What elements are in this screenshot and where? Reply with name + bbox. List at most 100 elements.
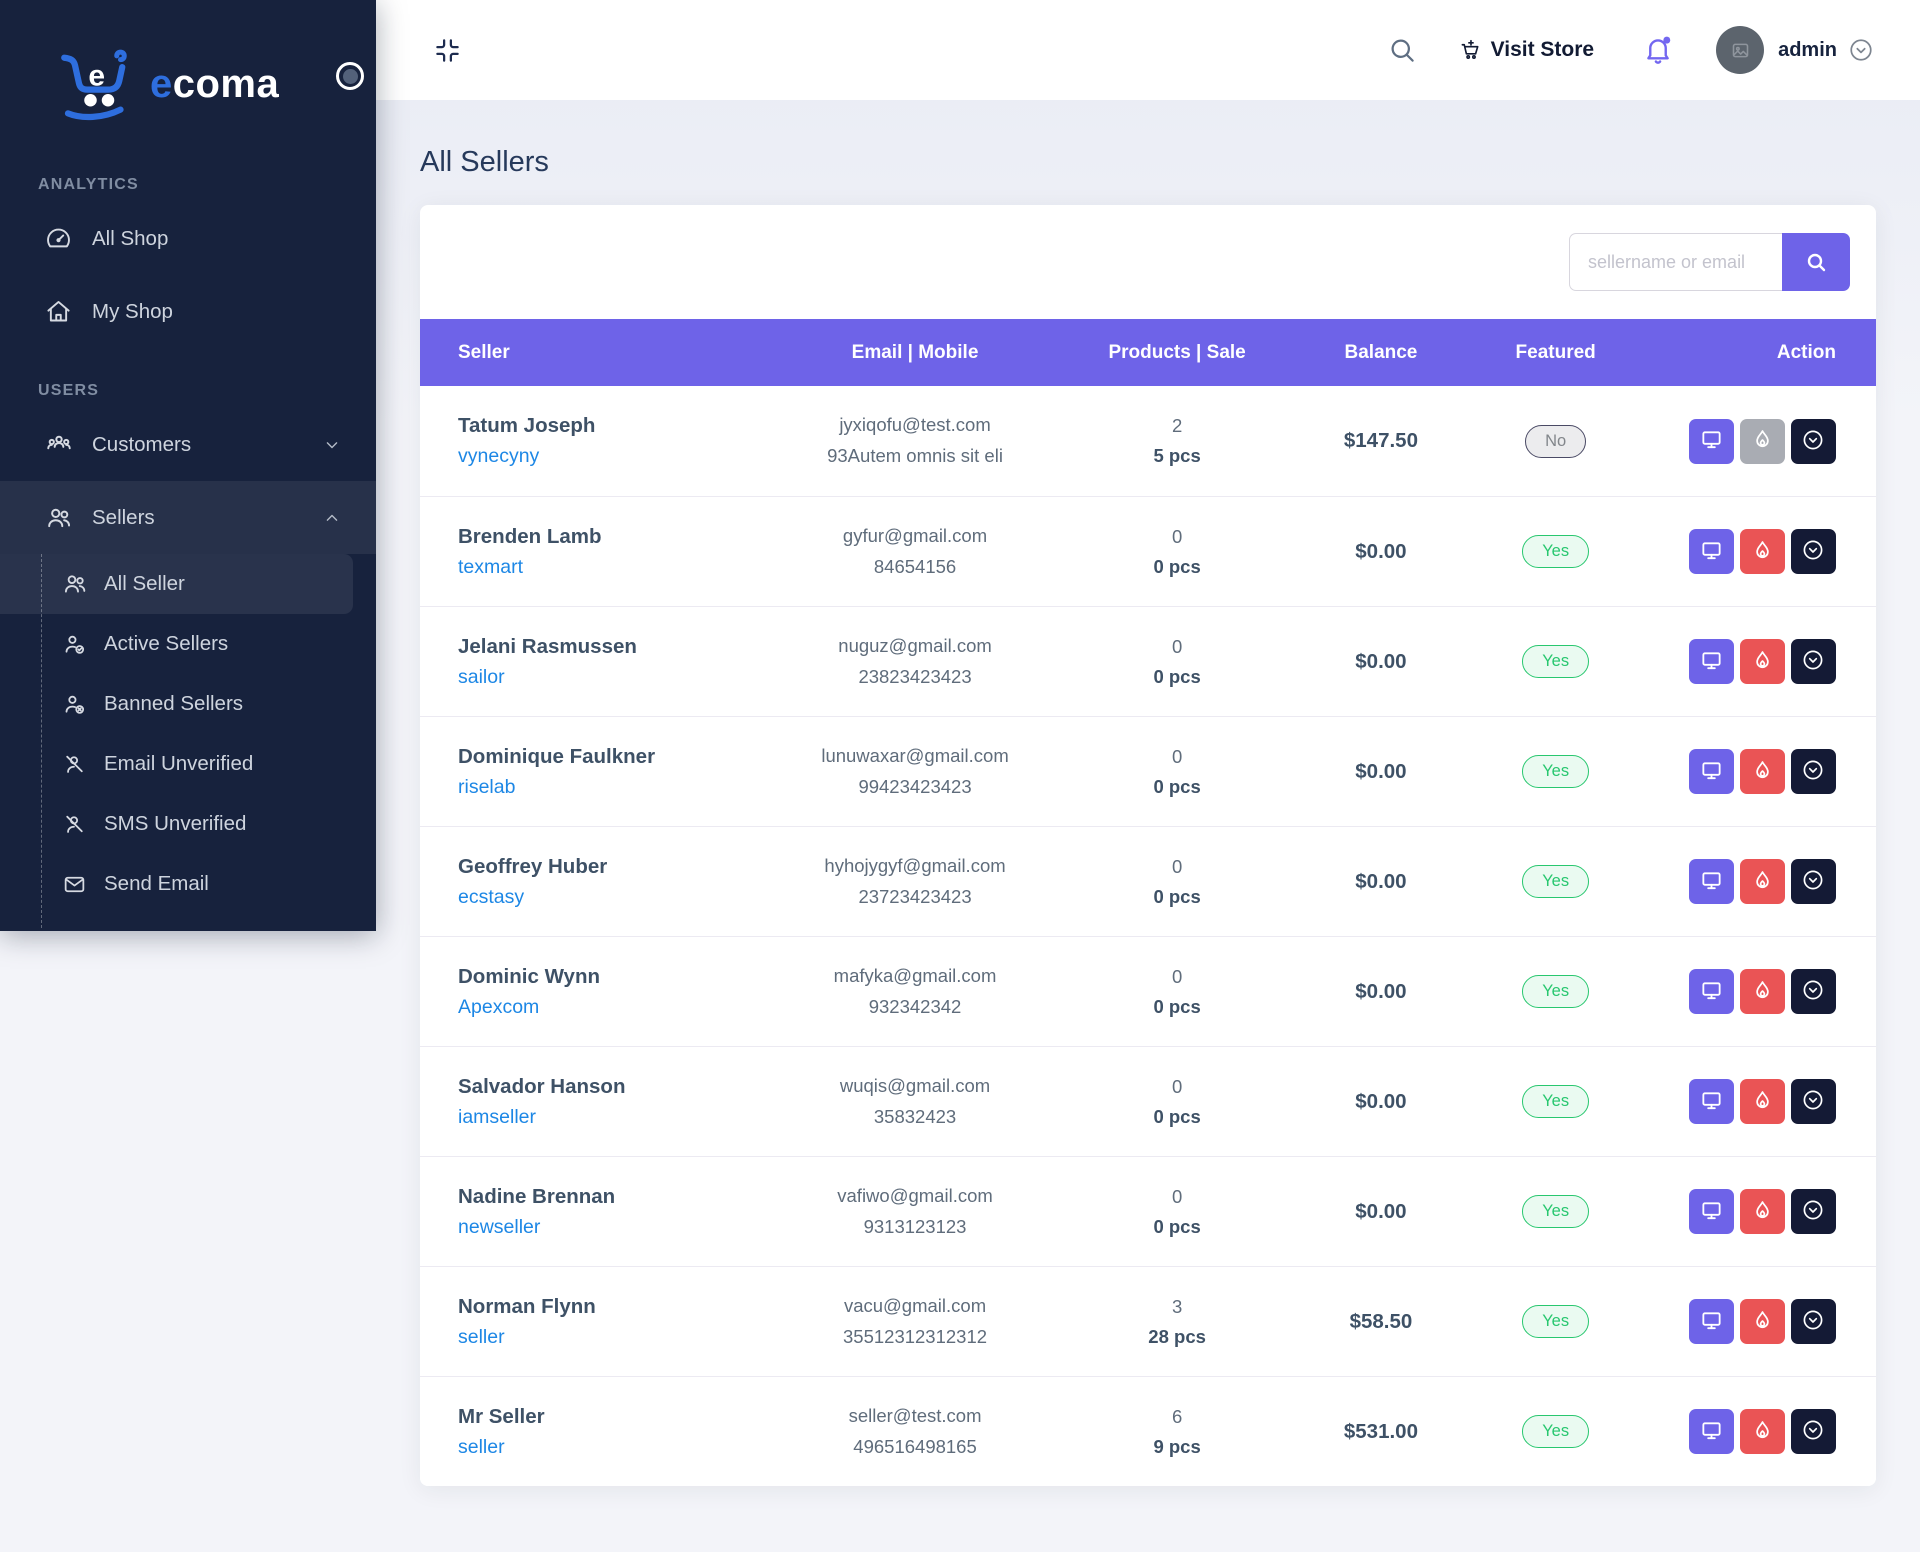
- ban-button[interactable]: [1739, 749, 1785, 794]
- ban-button[interactable]: [1739, 418, 1785, 464]
- sidebar-item-send-email[interactable]: Send Email: [0, 854, 376, 914]
- visit-store-link[interactable]: Visit Store: [1459, 38, 1594, 62]
- ban-button[interactable]: [1739, 1299, 1785, 1344]
- more-actions-button[interactable]: [1790, 1079, 1836, 1124]
- user-slash-icon: [62, 812, 88, 837]
- seller-mobile: 35832423: [873, 1105, 957, 1127]
- seller-email: vacu@gmail.com: [843, 1294, 987, 1316]
- impersonate-button[interactable]: [1688, 1409, 1734, 1454]
- global-search-button[interactable]: [1387, 35, 1417, 65]
- action-cell: [1643, 969, 1876, 1014]
- email-mobile-cell: gyfur@gmail.com 84654156: [769, 521, 1060, 582]
- brand-logo[interactable]: e ecoma: [0, 0, 376, 142]
- impersonate-button[interactable]: [1688, 1079, 1734, 1124]
- email-mobile-cell: nuguz@gmail.com 23823423423: [769, 631, 1060, 692]
- sidebar-item-all-seller[interactable]: All Seller: [0, 554, 353, 614]
- column-header[interactable]: Balance: [1344, 341, 1418, 363]
- seller-mobile: 99423423423: [858, 775, 972, 797]
- impersonate-button[interactable]: [1688, 969, 1734, 1014]
- user-menu-button[interactable]: [1848, 37, 1874, 63]
- notifications-button[interactable]: [1642, 34, 1674, 66]
- seller-email: mafyka@gmail.com: [833, 964, 997, 986]
- chevron-circle-down-icon: [1801, 1418, 1825, 1445]
- shop-link[interactable]: Apexcom: [458, 995, 540, 1018]
- email-mobile-cell: seller@test.com 496516498165: [769, 1401, 1060, 1462]
- more-actions-button[interactable]: [1790, 749, 1836, 794]
- more-actions-button[interactable]: [1790, 639, 1836, 684]
- flame-icon: [1751, 649, 1774, 675]
- impersonate-button[interactable]: [1688, 749, 1734, 794]
- shop-link[interactable]: iamseller: [458, 1105, 537, 1128]
- impersonate-button[interactable]: [1688, 529, 1734, 574]
- column-header[interactable]: Featured: [1515, 341, 1596, 363]
- seller-email: wuqis@gmail.com: [839, 1074, 991, 1096]
- sellers-card: Seller Email | Mobile Products | Sale Balan…: [420, 205, 1876, 1486]
- chevron-circle-down-icon: [1801, 978, 1825, 1005]
- ban-button[interactable]: [1739, 529, 1785, 574]
- seller-search-button[interactable]: [1782, 233, 1850, 291]
- seller-email: jyxiqofu@test.com: [839, 414, 991, 436]
- more-actions-button[interactable]: [1790, 529, 1836, 574]
- column-header[interactable]: Products | Sale: [1108, 341, 1246, 363]
- featured-badge: Yes: [1522, 755, 1590, 788]
- shop-link[interactable]: vynecyny: [458, 445, 540, 467]
- sidebar-collapse-toggle[interactable]: [336, 62, 364, 90]
- sidebar-item-my-shop[interactable]: My Shop: [0, 275, 376, 348]
- sidebar-item-sellers[interactable]: Sellers: [0, 481, 376, 554]
- more-actions-button[interactable]: [1790, 1189, 1836, 1234]
- impersonate-button[interactable]: [1688, 859, 1734, 904]
- sidebar-item-banned-sellers[interactable]: Banned Sellers: [0, 674, 376, 734]
- action-cell: [1643, 1189, 1876, 1234]
- sidebar-item-all-shop[interactable]: All Shop: [0, 202, 376, 275]
- sidebar: e ecoma ANALYTICS All Shop My Shop USERS…: [0, 0, 376, 931]
- column-header[interactable]: Seller: [458, 341, 510, 363]
- impersonate-button[interactable]: [1688, 1299, 1734, 1344]
- products-count: 0: [1171, 855, 1183, 877]
- ban-button[interactable]: [1739, 1079, 1785, 1124]
- seller-mobile: 35512312312312: [843, 1325, 988, 1347]
- more-actions-button[interactable]: [1790, 1299, 1836, 1344]
- shop-link[interactable]: sailor: [458, 665, 505, 688]
- shop-link[interactable]: ecstasy: [458, 885, 525, 908]
- column-header[interactable]: Email | Mobile: [851, 341, 979, 363]
- more-actions-button[interactable]: [1790, 969, 1836, 1014]
- sidebar-item-email-unverified[interactable]: Email Unverified: [0, 734, 376, 794]
- ban-button[interactable]: [1739, 969, 1785, 1014]
- shop-link[interactable]: seller: [458, 1435, 505, 1458]
- search-icon: [1807, 253, 1826, 272]
- avatar[interactable]: [1716, 26, 1765, 74]
- action-cell: [1643, 1299, 1876, 1344]
- shop-link[interactable]: texmart: [458, 555, 524, 578]
- sidebar-item-sms-unverified[interactable]: SMS Unverified: [0, 794, 376, 854]
- impersonate-button[interactable]: [1688, 1189, 1734, 1234]
- email-mobile-cell: vafiwo@gmail.com 9313123123: [769, 1181, 1060, 1242]
- ban-button[interactable]: [1739, 859, 1785, 904]
- more-actions-button[interactable]: [1790, 859, 1836, 904]
- products-sale-cell: 6 9 pcs: [1061, 1402, 1294, 1461]
- table-header: Seller Email | Mobile Products | Sale Balan…: [420, 319, 1876, 386]
- seller-cell: Mr Seller seller: [420, 1405, 769, 1459]
- shop-link[interactable]: seller: [458, 1325, 505, 1348]
- sidebar-item-customers[interactable]: Customers: [0, 408, 376, 481]
- products-count: 0: [1171, 1075, 1183, 1097]
- seller-search-input[interactable]: [1569, 233, 1782, 291]
- more-actions-button[interactable]: [1790, 1409, 1836, 1454]
- ban-button[interactable]: [1739, 639, 1785, 684]
- impersonate-button[interactable]: [1688, 639, 1734, 684]
- products-count: 0: [1171, 745, 1183, 767]
- shop-link[interactable]: riselab: [458, 775, 516, 798]
- seller-cell: Geoffrey Huber ecstasy: [420, 855, 769, 909]
- more-actions-button[interactable]: [1790, 418, 1836, 464]
- ban-button[interactable]: [1739, 1189, 1785, 1234]
- sidebar-item-label: My Shop: [92, 299, 173, 323]
- column-header[interactable]: Action: [1776, 341, 1836, 363]
- sale-count: 0 pcs: [1153, 555, 1201, 577]
- menu-collapse-button[interactable]: [434, 37, 461, 64]
- products-sale-cell: 0 0 pcs: [1061, 962, 1294, 1021]
- ban-button[interactable]: [1739, 1409, 1785, 1454]
- sidebar-item-active-sellers[interactable]: Active Sellers: [0, 614, 376, 674]
- shop-link[interactable]: newseller: [458, 1215, 541, 1238]
- submenu-guide-line: [41, 554, 42, 928]
- avatar-image-icon: [1732, 43, 1748, 57]
- impersonate-button[interactable]: [1688, 418, 1734, 464]
